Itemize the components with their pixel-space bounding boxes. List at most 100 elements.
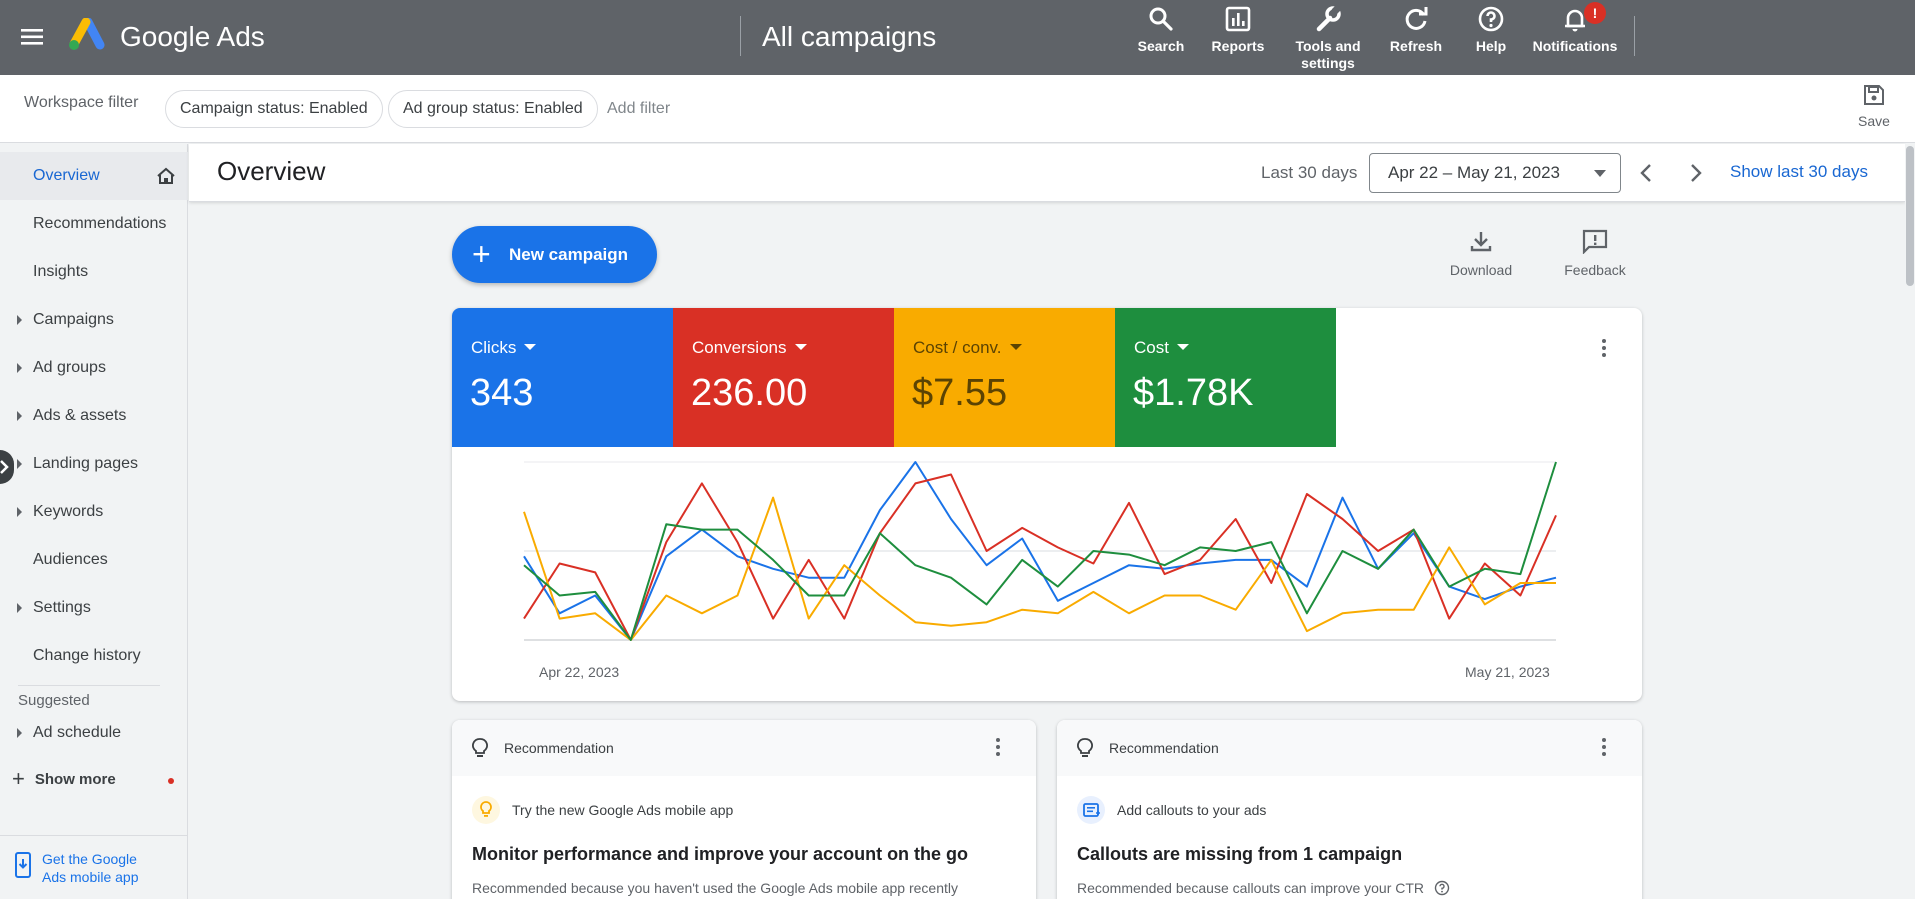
recommendation-card-mobile-app[interactable]: Recommendation Try the new Google Ads mo… [452, 720, 1036, 899]
refresh-label: Refresh [1389, 38, 1443, 54]
plus-icon: + [12, 766, 25, 791]
more-options-icon[interactable] [1602, 738, 1606, 759]
recommendation-reason-text: Recommended because callouts can improve… [1077, 880, 1425, 896]
new-campaign-label: New campaign [509, 245, 629, 264]
performance-line-chart [523, 461, 1557, 641]
metric-card-cost-per-conversion[interactable]: Cost / conv. $7.55 [894, 308, 1115, 447]
filter-chip-ad-group-status[interactable]: Ad group status: Enabled [388, 90, 598, 128]
recommendation-reason: Recommended because you haven't used the… [472, 880, 958, 896]
menu-icon[interactable] [18, 22, 48, 52]
brand-name[interactable]: Google Ads [120, 21, 265, 52]
metric-card-conversions[interactable]: Conversions 236.00 [673, 308, 894, 447]
scrollbar[interactable] [1905, 144, 1915, 899]
metric-name[interactable]: Clicks [471, 338, 537, 358]
metric-name[interactable]: Cost [1134, 338, 1189, 358]
expand-caret-icon [17, 459, 22, 469]
sidebar-item-label: Landing pages [33, 455, 138, 472]
recommendation-label: Recommendation [504, 740, 614, 756]
notifications-label: Notifications [1532, 38, 1618, 54]
metric-card-clicks[interactable]: Clicks 343 [452, 308, 673, 447]
collapse-sidebar-button[interactable] [0, 450, 14, 484]
mobile-link-line2: Ads mobile app [42, 869, 139, 885]
help-icon[interactable] [1434, 880, 1450, 896]
help-button[interactable]: Help [1472, 4, 1510, 55]
add-filter-button[interactable]: Add filter [607, 100, 671, 117]
sidebar-item-label: Settings [33, 599, 91, 616]
tools-settings-button[interactable]: Tools and settings [1290, 4, 1366, 72]
search-icon [1149, 7, 1173, 31]
expand-caret-icon [17, 507, 22, 517]
recommendation-title: Monitor performance and improve your acc… [472, 844, 969, 864]
sidebar-item-landing-pages[interactable]: Landing pages [0, 440, 188, 488]
sidebar-item-label: Ads & assets [33, 407, 127, 424]
dropdown-arrow-icon [524, 344, 537, 350]
metric-name-text: Cost [1134, 338, 1169, 357]
scrollbar-thumb[interactable] [1906, 146, 1914, 286]
divider [18, 685, 160, 686]
sidebar-item-insights[interactable]: Insights [0, 248, 188, 296]
more-options-icon[interactable] [996, 738, 1000, 759]
more-options-icon[interactable] [1602, 339, 1606, 360]
mobile-link-line1: Get the Google [42, 851, 137, 867]
previous-period-icon[interactable] [1637, 161, 1657, 185]
metric-name[interactable]: Conversions [692, 338, 807, 358]
show-last-30-days-link[interactable]: Show last 30 days [1730, 162, 1868, 181]
workspace-filter-label[interactable]: Workspace filter [24, 94, 139, 111]
refresh-icon [1405, 7, 1428, 30]
download-icon [1470, 232, 1492, 252]
sidebar-item-audiences[interactable]: Audiences [0, 536, 188, 584]
page-title[interactable]: All campaigns [762, 21, 937, 52]
feedback-icon [1582, 229, 1608, 254]
recommendation-label: Recommendation [1109, 740, 1219, 756]
chevron-right-icon [0, 460, 9, 474]
metric-value: 343 [470, 372, 534, 414]
tools-label-line2: settings [1301, 55, 1355, 71]
search-label: Search [1137, 38, 1185, 54]
notifications-button[interactable]: ! Notifications [1530, 2, 1620, 55]
save-button[interactable]: Save [1848, 83, 1900, 129]
date-range-selector[interactable]: Apr 22 – May 21, 2023 [1369, 153, 1621, 193]
recommendation-header: Recommendation [1057, 720, 1642, 776]
next-period-icon[interactable] [1685, 161, 1705, 185]
sidebar: Overview Recommendations Insights Campai… [0, 144, 188, 899]
sidebar-item-ad-schedule[interactable]: Ad schedule [0, 709, 188, 757]
sidebar-item-overview[interactable]: Overview [0, 152, 188, 200]
performance-card: Clicks 343 Conversions 236.00 Cost / con… [452, 308, 1642, 701]
feedback-button[interactable]: Feedback [1558, 228, 1632, 278]
recommendation-card-callouts[interactable]: Recommendation Add callouts to your ads … [1057, 720, 1642, 899]
new-campaign-button[interactable]: + New campaign [452, 226, 657, 283]
metric-card-cost[interactable]: Cost $1.78K [1115, 308, 1336, 447]
overview-title: Overview [217, 156, 326, 186]
reports-button[interactable]: Reports [1208, 4, 1268, 55]
metric-value: $7.55 [912, 372, 1008, 414]
search-button[interactable]: Search [1134, 4, 1188, 55]
sidebar-item-settings[interactable]: Settings [0, 584, 188, 632]
sidebar-item-recommendations[interactable]: Recommendations [0, 200, 188, 248]
save-icon [1864, 85, 1884, 105]
sidebar-item-keywords[interactable]: Keywords [0, 488, 188, 536]
metric-name[interactable]: Cost / conv. [913, 338, 1022, 358]
sidebar-item-campaigns[interactable]: Campaigns [0, 296, 188, 344]
sidebar-item-ads-assets[interactable]: Ads & assets [0, 392, 188, 440]
divider [1634, 16, 1635, 56]
sidebar-item-ad-groups[interactable]: Ad groups [0, 344, 188, 392]
download-button[interactable]: Download [1444, 228, 1518, 278]
tools-label-line1: Tools and [1295, 38, 1361, 54]
show-more-button[interactable]: + Show more [12, 766, 116, 792]
filter-chip-campaign-status[interactable]: Campaign status: Enabled [165, 90, 383, 128]
metric-value: 236.00 [691, 372, 808, 414]
recommendation-title: Callouts are missing from 1 campaign [1077, 844, 1403, 864]
help-icon [1478, 6, 1504, 32]
sidebar-item-label: Overview [33, 167, 100, 184]
top-bar: Google Ads All campaigns Search Reports … [0, 0, 1915, 75]
google-ads-logo-icon[interactable] [66, 17, 106, 54]
bell-icon [1565, 9, 1585, 32]
metric-value: $1.78K [1133, 372, 1254, 414]
metric-name-text: Conversions [692, 338, 787, 357]
refresh-button[interactable]: Refresh [1388, 4, 1444, 55]
sidebar-item-change-history[interactable]: Change history [0, 632, 188, 680]
date-range-label: Last 30 days [1261, 163, 1358, 182]
bulb-icon [472, 796, 500, 824]
reports-icon [1225, 6, 1251, 32]
get-mobile-app-link[interactable]: Get the Google Ads mobile app [42, 850, 162, 886]
